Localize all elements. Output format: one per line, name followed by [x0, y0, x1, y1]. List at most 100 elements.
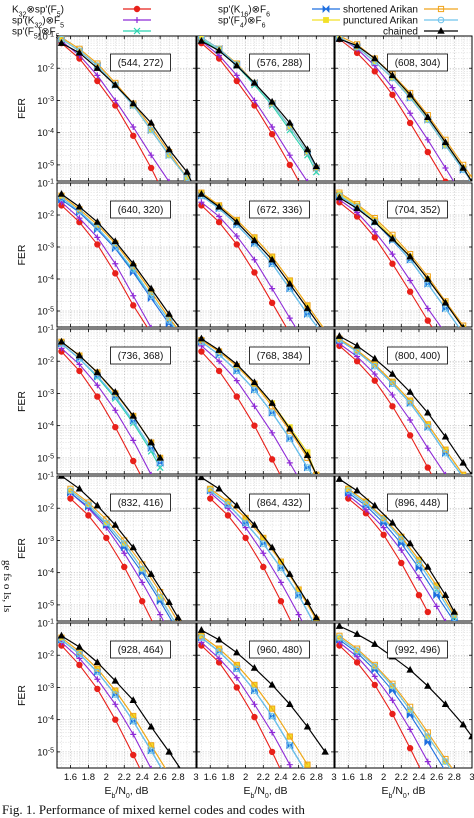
data-point	[121, 550, 128, 557]
data-point	[251, 403, 258, 410]
code-params-label: (672, 336)	[257, 205, 303, 216]
data-point	[424, 274, 432, 282]
data-point	[93, 501, 102, 509]
plot-frame	[334, 475, 473, 622]
data-point	[147, 284, 155, 292]
x-tick-label: 2.4	[274, 772, 287, 783]
series-line	[61, 641, 152, 768]
y-tick-label: 10-4	[37, 568, 54, 580]
data-point	[424, 562, 432, 570]
series-group	[335, 623, 472, 768]
data-point	[130, 132, 137, 139]
data-point	[371, 68, 378, 75]
data-point	[415, 591, 423, 599]
data-point	[147, 126, 155, 134]
data-point	[398, 559, 405, 567]
code-params-box	[387, 53, 448, 72]
series-punctured-arikan	[198, 634, 305, 768]
data-point	[415, 559, 423, 567]
panel-14: 1.6 1.8 2 2.2 2.4 2.6 2.8 3 Eb/N0, dB (960, 480)	[196, 622, 337, 800]
series-chained	[197, 36, 321, 170]
data-point	[233, 661, 240, 669]
data-point	[424, 608, 432, 616]
data-point	[130, 302, 137, 309]
series-group	[335, 476, 459, 621]
series-sp-K32-F5	[198, 639, 293, 768]
series-chained	[57, 190, 180, 327]
data-point	[441, 432, 450, 440]
data-point	[111, 237, 119, 245]
data-point	[67, 487, 74, 494]
code-params-box	[387, 346, 448, 365]
data-point	[306, 178, 309, 181]
series-line	[339, 637, 451, 768]
data-point	[380, 531, 387, 538]
data-point	[251, 687, 258, 694]
panel-9: (800, 400)	[334, 328, 473, 475]
plot-frame	[334, 328, 473, 475]
data-point	[389, 251, 396, 258]
data-point	[233, 61, 241, 69]
data-point	[353, 486, 361, 494]
data-point	[389, 91, 396, 98]
series-group	[197, 189, 324, 327]
data-point	[450, 608, 459, 615]
panel-5: (672, 336)	[196, 182, 335, 328]
data-point	[198, 342, 205, 349]
data-point	[371, 362, 379, 370]
data-point	[286, 570, 294, 577]
data-point	[130, 751, 137, 759]
series-chained	[335, 193, 465, 327]
data-point	[380, 516, 387, 523]
data-point	[424, 305, 431, 312]
panel-13: 10-1 10-2 10-3 10-4 10-5 1.6 1.8 2 2.2 2.4 2.6 2.8 3…	[37, 618, 198, 800]
data-point	[380, 524, 387, 531]
y-axis-label: FER	[16, 391, 28, 412]
data-point	[269, 429, 276, 436]
series-line	[61, 204, 148, 327]
data-point	[251, 269, 258, 276]
series-line	[61, 476, 179, 619]
data-point	[129, 259, 137, 267]
data-point	[277, 558, 285, 565]
data-point	[268, 456, 276, 463]
legend-marker	[322, 5, 330, 13]
left-margin-fragment: ge fs o ls, ls	[1, 560, 13, 612]
series-line	[61, 197, 175, 327]
data-point	[94, 241, 101, 248]
data-point	[260, 550, 267, 557]
data-point	[111, 243, 119, 251]
series-chained	[197, 626, 329, 755]
data-point	[93, 368, 102, 376]
data-point	[94, 77, 101, 85]
series-chained	[57, 337, 164, 461]
series-punctured-arikan	[67, 487, 175, 621]
data-point	[207, 495, 214, 502]
data-point	[268, 680, 276, 688]
data-point	[112, 407, 119, 414]
data-point	[156, 464, 164, 472]
data-point	[150, 324, 152, 327]
data-point	[444, 471, 447, 474]
data-point	[168, 178, 170, 181]
data-point	[388, 518, 397, 526]
data-point	[389, 403, 396, 410]
data-point	[129, 696, 137, 703]
series-punctured-arikan	[344, 487, 458, 621]
data-point	[233, 665, 241, 673]
data-point	[183, 168, 191, 175]
series-sp-K32-F5	[58, 199, 152, 327]
data-point	[295, 611, 302, 618]
data-point	[303, 145, 312, 153]
data-point	[268, 255, 276, 263]
series-K32-spF5	[58, 202, 148, 327]
code-params-label: (992, 496)	[395, 645, 441, 656]
data-point	[286, 742, 294, 749]
plot-frame	[56, 328, 197, 475]
y-tick-label: 10-1	[37, 471, 54, 483]
data-point	[424, 682, 432, 689]
series-chained	[335, 476, 459, 615]
x-axis-label: Eb/N0, dB	[104, 785, 148, 800]
y-axis-label: FER	[16, 685, 28, 706]
